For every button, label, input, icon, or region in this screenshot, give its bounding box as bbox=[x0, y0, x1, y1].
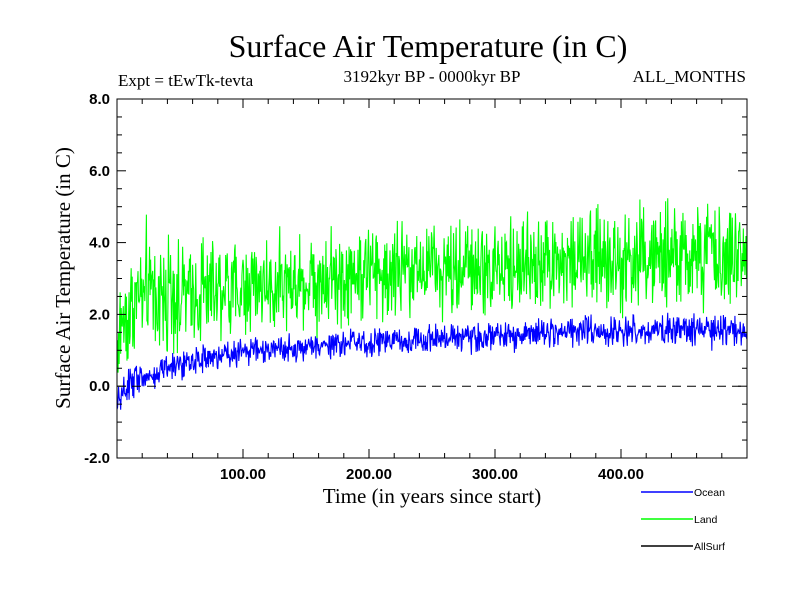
x-tick-label: 400.00 bbox=[598, 466, 644, 483]
y-tick-label: 0.0 bbox=[89, 378, 110, 395]
y-axis-label: Surface Air Temperature (in C) bbox=[51, 147, 75, 409]
x-tick-label: 200.00 bbox=[346, 466, 392, 483]
x-axis-label: Time (in years since start) bbox=[323, 484, 542, 508]
experiment-label: Expt = tEwTk-tevta bbox=[118, 71, 254, 90]
y-tick-label: 2.0 bbox=[89, 306, 110, 323]
legend: Ocean Land AllSurf bbox=[641, 487, 725, 553]
chart-subtitle: 3192kyr BP - 0000kyr BP bbox=[344, 67, 521, 86]
chart-title: Surface Air Temperature (in C) bbox=[229, 28, 628, 64]
months-label: ALL_MONTHS bbox=[633, 67, 746, 86]
y-tick-label: 6.0 bbox=[89, 163, 110, 180]
x-tick-label: 100.00 bbox=[220, 466, 266, 483]
y-tick-label: 4.0 bbox=[89, 235, 110, 252]
y-tick-label: -2.0 bbox=[84, 450, 110, 467]
series-line-land bbox=[117, 198, 747, 373]
legend-label-allsurf: AllSurf bbox=[694, 541, 725, 553]
series-line-ocean bbox=[117, 312, 747, 410]
y-tick-label: 8.0 bbox=[89, 91, 110, 108]
axis-ticks: -2.0 0.0 2.0 4.0 6.0 8.0 100.00 200.00 300.00 400… bbox=[84, 91, 748, 483]
legend-label-ocean: Ocean bbox=[694, 487, 725, 499]
legend-label-land: Land bbox=[694, 514, 718, 526]
series-layer bbox=[117, 198, 747, 410]
x-tick-label: 300.00 bbox=[472, 466, 518, 483]
